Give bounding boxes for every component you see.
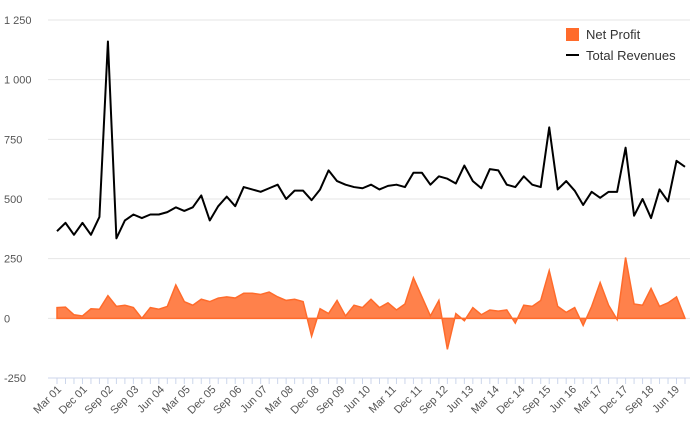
x-tick-label: Sep 15 xyxy=(520,384,553,417)
x-tick-label: Sep 12 xyxy=(417,384,450,417)
x-tick-label: Sep 09 xyxy=(314,384,347,417)
y-tick-label: -250 xyxy=(4,373,26,385)
x-tick-label: Sep 03 xyxy=(108,384,141,417)
net-profit-area xyxy=(56,257,686,350)
net-profit-area-path xyxy=(56,257,686,350)
x-tick-label: Jun 10 xyxy=(341,384,373,416)
y-tick-label: 750 xyxy=(4,134,22,146)
y-axis: -250 0 250 500 750 1 000 1 250 xyxy=(4,15,32,385)
legend-label-total-revenues[interactable]: Total Revenues xyxy=(586,48,676,63)
y-tick-label: 500 xyxy=(4,194,22,206)
legend[interactable]: Net Profit Total Revenues xyxy=(566,27,676,63)
total-revenues-line xyxy=(56,40,686,240)
y-tick-label: 1 250 xyxy=(4,15,32,27)
x-tick-label: Sep 06 xyxy=(211,384,244,417)
x-tick-label: Jun 19 xyxy=(650,384,682,416)
y-tick-label: 250 xyxy=(4,254,22,266)
grid xyxy=(48,19,690,379)
legend-label-net-profit[interactable]: Net Profit xyxy=(586,27,641,42)
y-tick-label: 1 000 xyxy=(4,75,32,87)
x-tick-label: Sep 18 xyxy=(623,384,656,417)
legend-swatch-net-profit xyxy=(566,28,579,41)
total-revenues-polyline xyxy=(56,40,686,240)
y-tick-label: 0 xyxy=(4,313,10,325)
